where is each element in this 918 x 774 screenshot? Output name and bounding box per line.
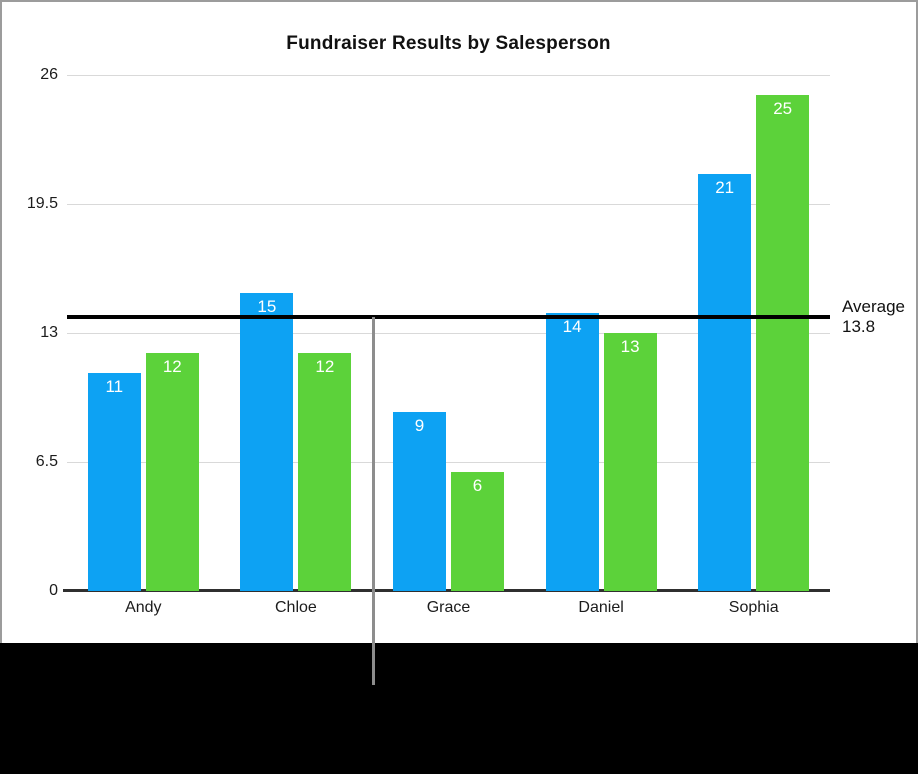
y-tick-label: 19.5 [26, 195, 58, 212]
x-axis-label-daniel: Daniel [578, 599, 624, 616]
average-line-label: Average 13.8 [842, 297, 916, 337]
bar-value-label: 25 [773, 98, 793, 118]
plot-area: 11 12 15 12 9 6 14 13 21 25 [63, 75, 830, 592]
bar-value-label: 6 [472, 475, 483, 495]
bar-chloe-series-1-blue[interactable]: 15 [240, 293, 294, 591]
bar-andy-series-1-blue[interactable]: 11 [87, 372, 141, 591]
gridline [67, 75, 830, 76]
chart-title: Fundraiser Results by Salesperson [286, 33, 611, 54]
average-value-text: 13.8 [842, 317, 876, 336]
bar-value-label: 21 [715, 178, 735, 198]
bar-daniel-series-1-blue[interactable]: 14 [545, 313, 599, 591]
x-axis-label-sophia: Sophia [728, 599, 779, 616]
bar-daniel-series-2-green[interactable]: 13 [603, 333, 657, 591]
bar-value-label: 15 [257, 297, 277, 317]
bar-value-label: 13 [620, 337, 640, 356]
bar-sophia-series-1-blue[interactable]: 21 [698, 174, 752, 591]
gridline [67, 462, 830, 463]
bar-sophia-series-2-green[interactable]: 25 [756, 94, 810, 591]
bar-value-label: 11 [105, 376, 124, 396]
gridline [67, 204, 830, 205]
y-axis: 0 6.5 13 19.5 26 [0, 66, 58, 599]
black-footer [0, 643, 918, 774]
x-axis-label-chloe: Chloe [274, 599, 317, 616]
bar-value-label: 12 [315, 356, 335, 376]
x-axis-label-andy: Andy [125, 599, 162, 616]
bar-value-label: 12 [162, 356, 182, 376]
average-reference-line[interactable] [67, 315, 830, 320]
y-tick-label: 13 [40, 324, 58, 341]
gridline [67, 333, 830, 334]
bar-grace-series-2-green[interactable]: 6 [451, 471, 504, 591]
average-label-text: Average [842, 297, 906, 316]
bar-value-label: 9 [414, 416, 425, 436]
y-tick-label: 26 [40, 66, 58, 83]
bar-value-label: 14 [562, 317, 582, 337]
x-axis-label-grace: Grace [426, 599, 471, 616]
y-tick-label: 0 [49, 582, 58, 599]
x-axis: Andy Chloe Grace Daniel Sophia [67, 599, 830, 621]
y-tick-label: 6.5 [35, 453, 58, 470]
vertical-divider-line [372, 317, 375, 685]
bar-chloe-series-2-green[interactable]: 12 [298, 352, 352, 591]
x-axis-line [63, 589, 830, 592]
bar-grace-series-1-blue[interactable]: 9 [393, 412, 446, 591]
bar-andy-series-2-green[interactable]: 12 [145, 352, 199, 591]
